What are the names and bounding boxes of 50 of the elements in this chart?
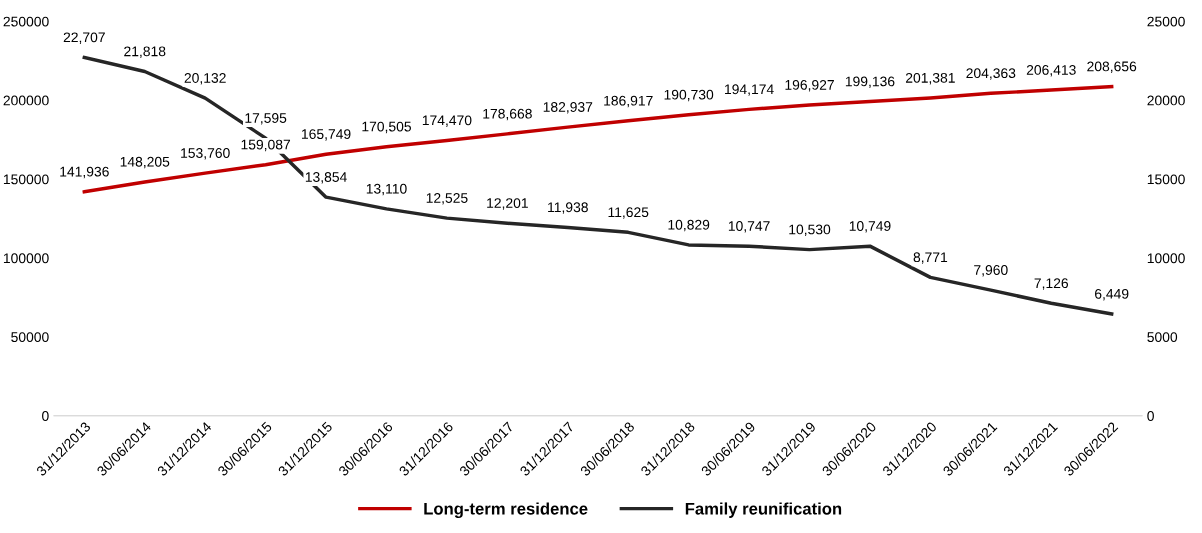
- data-label: 178,668: [483, 108, 532, 121]
- y2-tick-label: 5000: [1147, 332, 1178, 343]
- y2-tick-label: 10000: [1147, 253, 1185, 264]
- y-tick-label: 0: [42, 411, 49, 421]
- data-label: 206,413: [1026, 65, 1076, 77]
- data-label: 7,126: [1034, 278, 1069, 290]
- data-label: 8,771: [913, 252, 948, 264]
- data-label: 17,595: [245, 113, 287, 125]
- y2-tick-label: 20000: [1147, 95, 1185, 106]
- data-label: 21,818: [124, 46, 166, 58]
- data-label: 199,136: [845, 76, 895, 88]
- data-label: 186,917: [604, 95, 653, 108]
- data-label: 148,205: [120, 156, 170, 169]
- data-label: 11,938: [548, 202, 588, 214]
- data-label: 11,625: [608, 207, 649, 219]
- data-label: 10,749: [849, 221, 891, 233]
- data-label: 204,363: [966, 68, 1016, 80]
- legend-label: Long-term residence: [424, 502, 588, 518]
- data-label: 194,174: [725, 84, 774, 96]
- data-label: 10,747: [728, 221, 770, 233]
- data-label: 201,381: [905, 72, 955, 85]
- data-label: 7,960: [974, 265, 1008, 277]
- data-label: 208,656: [1087, 61, 1137, 73]
- data-label: 13,854: [305, 172, 347, 184]
- y-tick-label: 50000: [11, 332, 49, 343]
- data-label: 12,525: [426, 193, 468, 205]
- data-label: 10,829: [668, 219, 710, 232]
- data-label: 13,110: [366, 183, 407, 196]
- y2-tick-label: 15000: [1147, 174, 1185, 185]
- data-label: 20,132: [184, 73, 226, 85]
- data-label: 141,936: [60, 166, 109, 179]
- data-label: 170,505: [362, 121, 411, 134]
- y-tick-label: 150000: [3, 174, 49, 185]
- data-label: 190,730: [664, 89, 714, 102]
- data-label: 22,707: [63, 32, 105, 44]
- y-tick-label: 200000: [3, 95, 49, 106]
- data-label: 165,749: [302, 129, 351, 141]
- data-label: 174,470: [422, 115, 472, 127]
- y2-tick-label: 0: [1147, 411, 1154, 421]
- y-tick-label: 100000: [3, 253, 49, 264]
- data-label: 182,937: [543, 102, 593, 114]
- data-label: 196,927: [785, 79, 834, 92]
- y-tick-label: 250000: [3, 16, 49, 27]
- y2-tick-label: 25000: [1147, 16, 1185, 27]
- data-label: 159,087: [241, 139, 291, 152]
- legend-label: Family reunification: [685, 502, 842, 518]
- data-label: 153,760: [181, 148, 230, 160]
- data-label: 12,201: [487, 198, 528, 210]
- data-label: 6,449: [1095, 288, 1129, 301]
- data-label: 10,530: [789, 224, 831, 237]
